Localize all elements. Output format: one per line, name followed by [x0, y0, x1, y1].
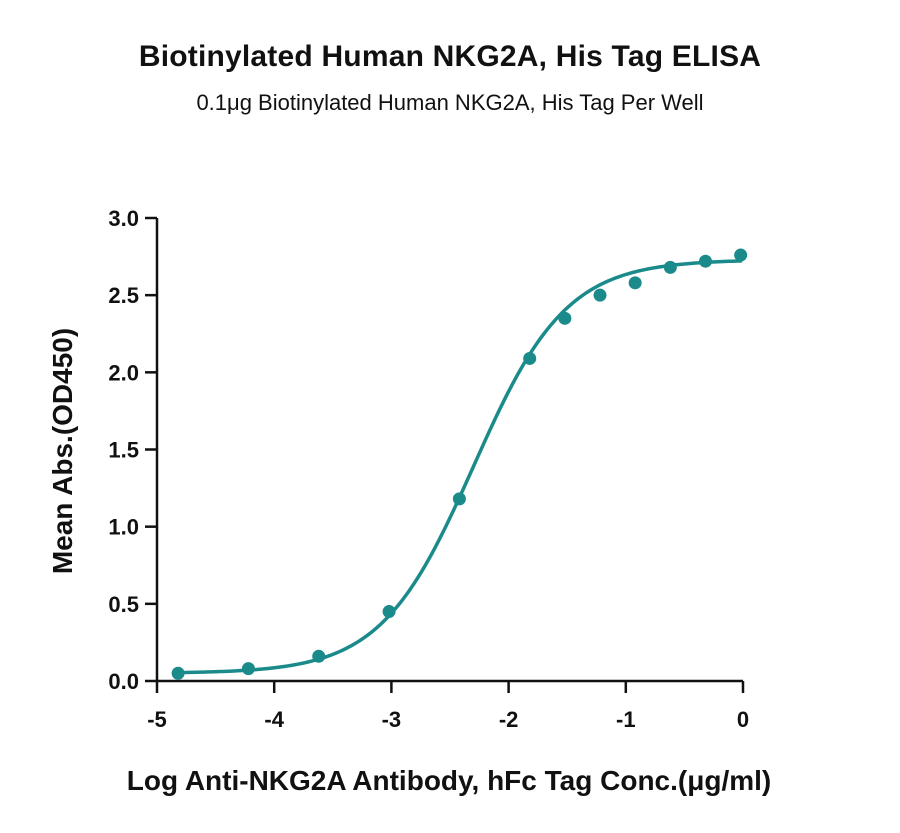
y-tick-label: 0.5 [108, 592, 139, 617]
y-tick-label: 2.5 [108, 283, 139, 308]
y-axis-title: Mean Abs.(OD450) [47, 328, 78, 574]
data-point [663, 260, 677, 274]
data-point [241, 662, 255, 676]
y-tick-label: 1.0 [108, 515, 139, 540]
data-point [382, 605, 396, 619]
fit-curve-layer [176, 259, 743, 675]
y-tick-label: 2.0 [108, 360, 139, 385]
x-axis-title: Log Anti-NKG2A Antibody, hFc Tag Conc.(μ… [127, 765, 771, 796]
data-point [698, 254, 712, 268]
chart-subtitle: 0.1μg Biotinylated Human NKG2A, His Tag … [196, 90, 704, 115]
x-tick-label: 0 [737, 707, 749, 732]
chart-axes: 0.0 0.5 1.0 1.5 2.0 2.5 3.0 -5 -4 -3 -2 -1 0 [108, 206, 749, 732]
data-point [734, 248, 748, 262]
x-tick-label: -3 [382, 707, 402, 732]
data-points-layer [171, 248, 748, 680]
x-tick-label: -4 [264, 707, 284, 732]
chart-title: Biotinylated Human NKG2A, His Tag ELISA [138, 40, 762, 73]
y-tick-label: 0.0 [108, 669, 139, 694]
y-tick-label: 3.0 [108, 206, 139, 231]
data-point [171, 666, 185, 680]
fit-curve [176, 259, 743, 675]
data-point [593, 288, 607, 302]
data-point [523, 351, 537, 365]
data-point [452, 492, 466, 506]
data-point [558, 311, 572, 325]
x-tick-label: -2 [499, 707, 519, 732]
data-point [312, 649, 326, 663]
data-point [628, 276, 642, 290]
y-tick-label: 1.5 [108, 438, 139, 463]
x-tick-label: -1 [616, 707, 636, 732]
x-tick-label: -5 [147, 707, 167, 732]
